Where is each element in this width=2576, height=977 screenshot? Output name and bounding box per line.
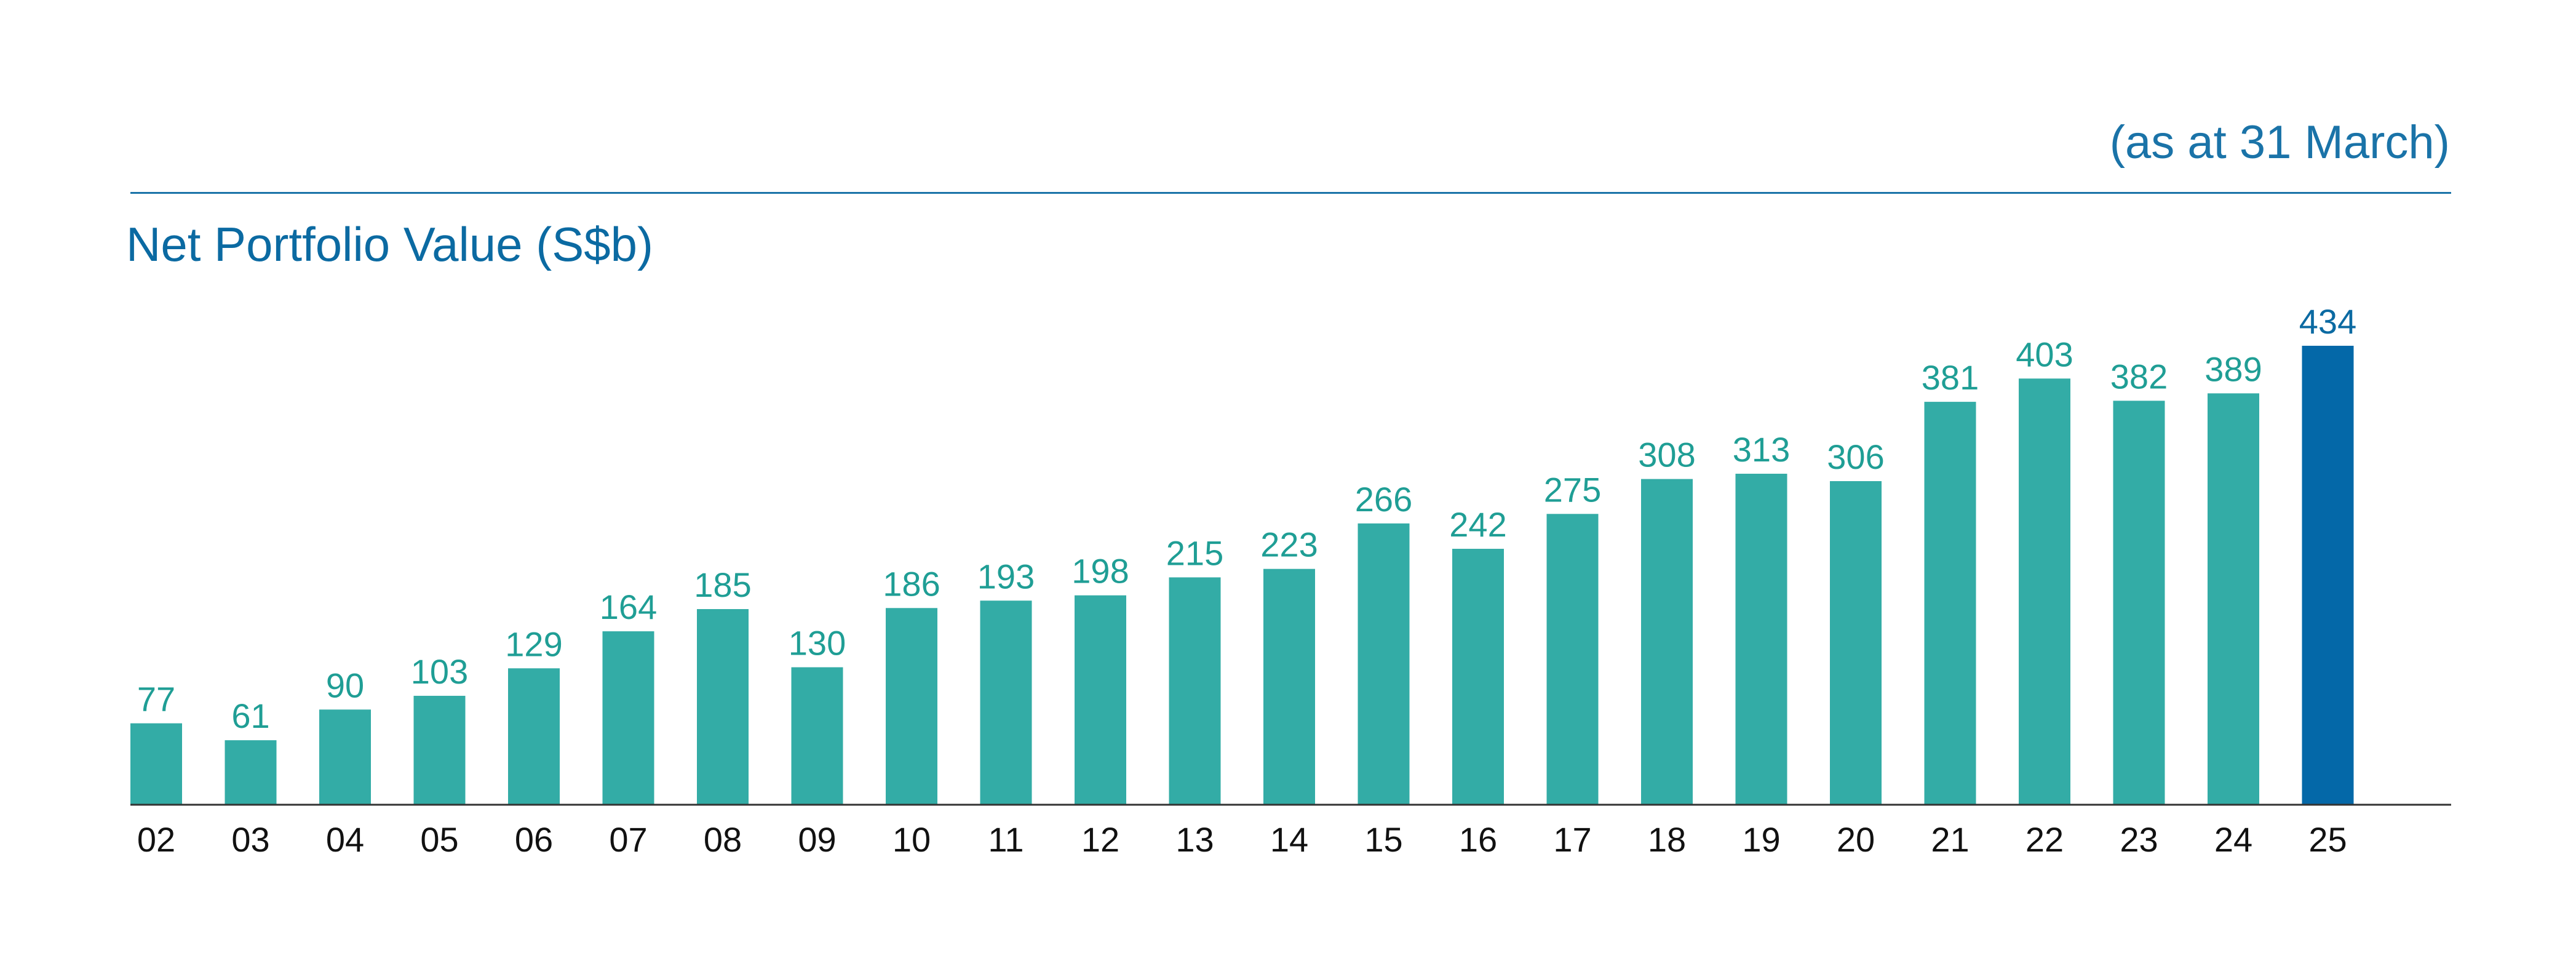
- value-label-22: 403: [2016, 335, 2073, 373]
- bar-03: [225, 740, 277, 805]
- value-label-17: 275: [1544, 470, 1601, 509]
- x-tick-label-16: 16: [1459, 820, 1497, 859]
- x-tick-label-13: 13: [1175, 820, 1214, 859]
- bar-18: [1641, 479, 1693, 805]
- chart-subtitle: (as at 31 March): [2109, 116, 2450, 169]
- x-tick-label-20: 20: [1837, 820, 1875, 859]
- x-tick-label-14: 14: [1270, 820, 1308, 859]
- x-tick-labels-group: 02 03 04 05 06 07 08 09 10 11 12 13 14 15 16 17 18 19 20 21…: [137, 820, 2347, 859]
- value-label-13: 215: [1166, 533, 1223, 572]
- x-tick-label-21: 21: [1931, 820, 1969, 859]
- value-label-08: 185: [694, 565, 751, 604]
- bar-08: [697, 609, 749, 805]
- x-tick-label-08: 08: [704, 820, 742, 859]
- x-tick-label-03: 03: [231, 820, 269, 859]
- bar-02: [130, 723, 182, 805]
- value-label-11: 193: [977, 557, 1035, 596]
- bar-19: [1735, 473, 1787, 805]
- header-rule: [130, 192, 2451, 194]
- bar-21: [1924, 402, 1976, 805]
- bar-20: [1830, 481, 1882, 805]
- value-label-05: 103: [411, 652, 468, 691]
- bar-24: [2208, 393, 2259, 805]
- bar-11: [980, 600, 1032, 805]
- value-label-19: 313: [1733, 430, 1790, 469]
- value-label-02: 77: [137, 680, 175, 719]
- value-label-16: 242: [1449, 505, 1506, 544]
- bar-10: [886, 608, 937, 805]
- value-label-18: 308: [1638, 436, 1695, 474]
- x-tick-label-09: 09: [798, 820, 836, 859]
- bar-12: [1075, 595, 1126, 805]
- bar-09: [791, 667, 843, 805]
- x-tick-label-24: 24: [2214, 820, 2252, 859]
- x-tick-label-07: 07: [609, 820, 647, 859]
- value-label-14: 223: [1260, 525, 1318, 564]
- x-tick-label-10: 10: [892, 820, 931, 859]
- bar-06: [508, 668, 560, 805]
- value-label-03: 61: [231, 696, 269, 735]
- bar-16: [1452, 549, 1504, 805]
- x-tick-label-02: 02: [137, 820, 175, 859]
- value-label-09: 130: [789, 624, 846, 663]
- x-tick-label-15: 15: [1364, 820, 1402, 859]
- bar-22: [2019, 378, 2070, 805]
- bar-17: [1546, 514, 1599, 805]
- value-label-12: 198: [1071, 552, 1129, 591]
- bar-15: [1358, 523, 1410, 805]
- chart-title: Net Portfolio Value (S$b): [126, 217, 653, 271]
- bar-25: [2302, 346, 2354, 805]
- x-tick-label-22: 22: [2025, 820, 2064, 859]
- value-label-21: 381: [1922, 358, 1979, 397]
- bars-group: [130, 346, 2354, 805]
- value-labels-group: 77 61 90 103 129 164 185 130 186 193 198 215 223 266 2…: [137, 302, 2356, 735]
- x-tick-label-12: 12: [1081, 820, 1119, 859]
- value-label-15: 266: [1355, 480, 1412, 519]
- value-label-24: 389: [2204, 349, 2262, 388]
- x-tick-label-04: 04: [326, 820, 364, 859]
- x-tick-label-25: 25: [2308, 820, 2347, 859]
- bar-13: [1169, 577, 1221, 805]
- bar-07: [602, 631, 654, 805]
- x-tick-label-11: 11: [988, 820, 1024, 859]
- x-tick-label-23: 23: [2120, 820, 2158, 859]
- value-label-10: 186: [883, 564, 940, 603]
- value-label-23: 382: [2110, 357, 2168, 396]
- x-tick-label-19: 19: [1742, 820, 1780, 859]
- bar-23: [2113, 401, 2165, 805]
- value-label-06: 129: [505, 624, 562, 663]
- value-label-07: 164: [600, 588, 657, 626]
- value-label-04: 90: [326, 666, 364, 704]
- value-label-25: 434: [2299, 302, 2356, 341]
- x-tick-label-06: 06: [515, 820, 553, 859]
- x-tick-label-18: 18: [1648, 820, 1686, 859]
- bar-04: [319, 709, 371, 805]
- bar-14: [1263, 568, 1315, 805]
- value-label-20: 306: [1827, 437, 1884, 476]
- bar-05: [413, 695, 466, 805]
- x-tick-label-17: 17: [1553, 820, 1591, 859]
- x-tick-label-05: 05: [420, 820, 458, 859]
